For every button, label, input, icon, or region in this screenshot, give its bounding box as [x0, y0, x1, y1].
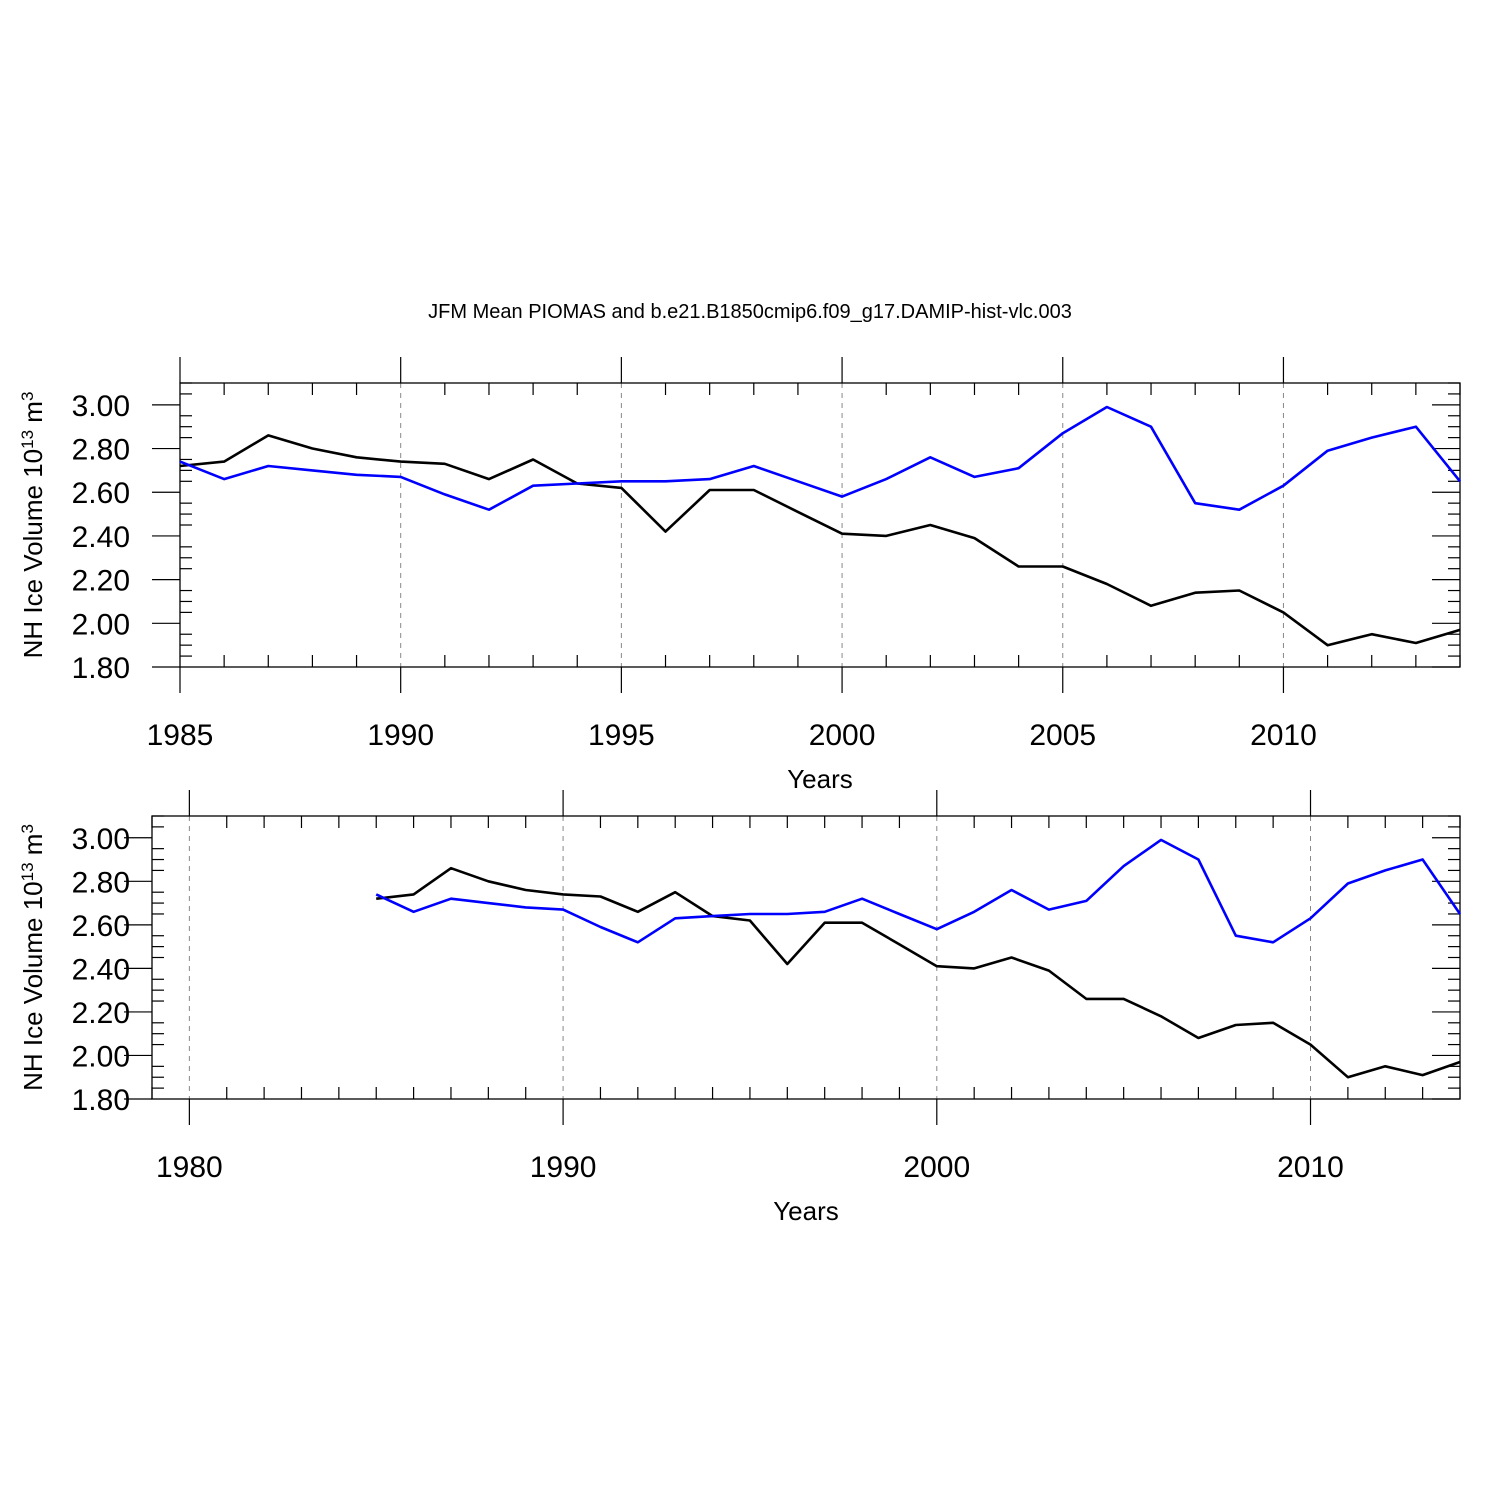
- x-tick-label: 2010: [1250, 719, 1317, 752]
- series-line-1: [179, 405, 1462, 512]
- top-panel: 1.80 2.00 2.20 2.40 2.60 2.80 3.00 1985 1990 1995…: [18, 357, 1462, 794]
- x-tick-label: 2010: [1277, 1151, 1344, 1184]
- y-tick-label: 2.40: [72, 953, 130, 986]
- y-tick-label: 3.00: [72, 390, 130, 423]
- x-axis-title: Years: [773, 1196, 839, 1226]
- plot-frame: [151, 815, 1461, 1100]
- y-tick-label: 3.00: [72, 823, 130, 856]
- y-tick-label: 2.80: [72, 434, 130, 467]
- series-line-0: [376, 866, 1461, 1079]
- y-tick-label: 2.60: [72, 477, 130, 510]
- x-tick-label: 1980: [156, 1151, 223, 1184]
- y-tick-label: 1.80: [72, 1084, 130, 1117]
- x-tick-label: 1995: [588, 719, 655, 752]
- y-axis-title: NH Ice Volume 1013 m3: [18, 392, 49, 659]
- x-tick-label: 2000: [809, 719, 876, 752]
- x-tick-label: 2000: [903, 1151, 970, 1184]
- plot-frame: [179, 382, 1461, 668]
- x-tick-label: 1985: [147, 719, 214, 752]
- y-tick-label: 2.40: [72, 521, 130, 554]
- x-tick-label: 2005: [1029, 719, 1096, 752]
- y-tick-label: 2.80: [72, 866, 130, 899]
- y-tick-label: 2.20: [72, 565, 130, 598]
- chart-title: JFM Mean PIOMAS and b.e21.B1850cmip6.f09…: [428, 301, 1072, 323]
- y-axis-title: NH Ice Volume 1013 m3: [18, 824, 49, 1091]
- y-tick-label: 2.20: [72, 997, 130, 1030]
- y-tick-label: 2.00: [72, 1040, 130, 1073]
- series-line-0: [179, 434, 1461, 647]
- y-tick-label: 2.60: [72, 910, 130, 943]
- bottom-panel: 1.80 2.00 2.20 2.40 2.60 2.80 3.00 1980 1990 2000…: [18, 790, 1462, 1226]
- x-axis-title: Years: [787, 764, 853, 794]
- y-tick-label: 2.00: [72, 608, 130, 641]
- series-line-1: [375, 838, 1462, 944]
- x-tick-label: 1990: [530, 1151, 597, 1184]
- y-tick-label: 1.80: [72, 652, 130, 685]
- x-tick-label: 1990: [367, 719, 434, 752]
